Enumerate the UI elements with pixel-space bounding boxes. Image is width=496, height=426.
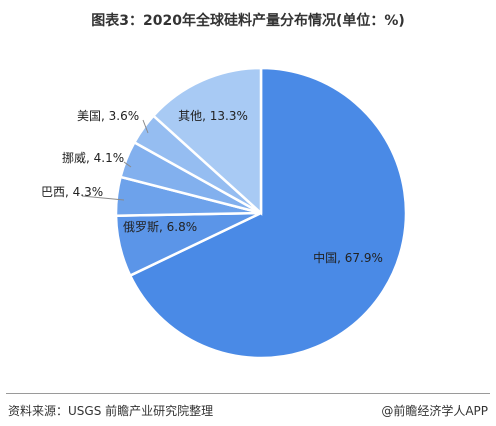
slice-label-2: 巴西, 4.3% bbox=[41, 185, 103, 199]
leader-line-3 bbox=[123, 161, 132, 168]
slice-label-4: 美国, 3.6% bbox=[77, 109, 139, 123]
leader-line-4 bbox=[142, 119, 149, 134]
chart-title: 图表3：2020年全球硅料产量分布情况(单位：%) bbox=[91, 13, 405, 29]
footer-divider bbox=[6, 393, 490, 394]
pie-slice-0 bbox=[128, 66, 408, 360]
slice-labels: 中国, 67.9% 俄罗斯, 6.8% 巴西, 4.3% 挪威, 4.1% 美国, 3.… bbox=[41, 109, 383, 265]
source-note: 资料来源：USGS 前瞻产业研究院整理 bbox=[8, 404, 214, 418]
slice-label-3: 挪威, 4.1% bbox=[62, 151, 124, 165]
leader-lines bbox=[81, 119, 149, 201]
slice-label-0: 中国, 67.9% bbox=[313, 250, 383, 265]
slice-label-5: 其他, 13.3% bbox=[178, 109, 248, 123]
pie-slices bbox=[114, 66, 408, 360]
pie-slice-5 bbox=[151, 66, 263, 216]
leader-line-2 bbox=[81, 195, 125, 201]
brand-credit: @前瞻经济学人APP bbox=[381, 404, 488, 418]
slice-label-1: 俄罗斯, 6.8% bbox=[123, 220, 197, 234]
